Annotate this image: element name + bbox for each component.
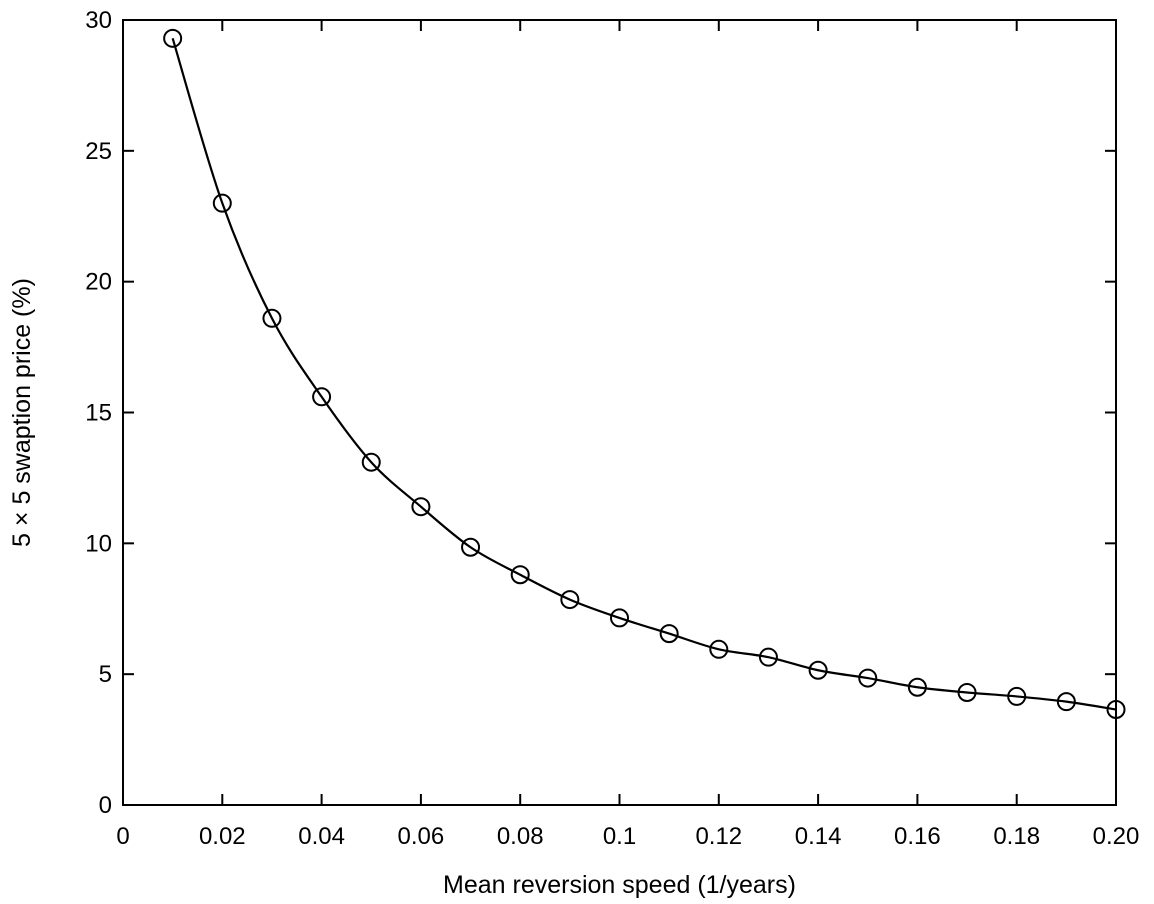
data-point-marker	[1056, 692, 1076, 712]
data-point-marker	[808, 660, 828, 680]
data-point-marker	[212, 193, 232, 213]
series-line	[171, 37, 1117, 711]
plot-frame	[122, 19, 1117, 806]
data-point-marker	[262, 308, 282, 328]
data-point-marker	[361, 452, 381, 472]
data-point-marker	[1007, 686, 1027, 706]
x-tick-label: 0.16	[894, 823, 941, 850]
x-tick-label: 0.02	[199, 823, 246, 850]
data-point-marker	[560, 590, 580, 610]
ticks-layer	[122, 19, 1117, 806]
y-tick-label: 25	[85, 138, 112, 165]
data-point-marker	[957, 682, 977, 702]
data-point-marker	[411, 497, 431, 517]
data-point-marker	[312, 387, 332, 407]
y-tick-label: 0	[99, 792, 112, 819]
x-tick-label: 0	[116, 823, 129, 850]
y-tick-label: 10	[85, 530, 112, 557]
data-point-marker	[610, 608, 629, 628]
x-tick-label: 0.06	[398, 823, 445, 850]
y-tick-label: 15	[85, 400, 112, 427]
x-tick-label: 0.14	[795, 823, 842, 850]
data-point-marker	[659, 624, 679, 644]
y-tick-label: 20	[85, 269, 112, 296]
y-axis-title: 5 × 5 swaption price (%)	[8, 278, 36, 547]
y-tick-label: 30	[85, 7, 112, 34]
data-point-marker	[461, 537, 481, 557]
x-tick-label: 0.12	[695, 823, 742, 850]
x-tick-label: 0.08	[497, 823, 544, 850]
x-tick-label: 0.20	[1093, 823, 1140, 850]
x-axis-title: Mean reversion speed (1/years)	[443, 871, 796, 899]
data-point-marker	[858, 668, 878, 688]
tick-labels-layer: 0 0.02 0.04 0.06 0.08 0.1 0.12 0.14 0.16 0.18 0.20…	[85, 7, 1139, 850]
x-tick-label: 0.18	[993, 823, 1040, 850]
data-point-marker	[907, 677, 927, 697]
x-tick-label: 0.1	[603, 823, 636, 850]
data-point-marker	[758, 647, 778, 667]
y-tick-label: 5	[99, 661, 112, 688]
x-tick-label: 0.04	[298, 823, 345, 850]
data-point-marker	[709, 639, 729, 659]
data-point-marker	[510, 565, 530, 585]
data-point-marker	[163, 28, 183, 48]
series-layer	[163, 28, 1126, 719]
